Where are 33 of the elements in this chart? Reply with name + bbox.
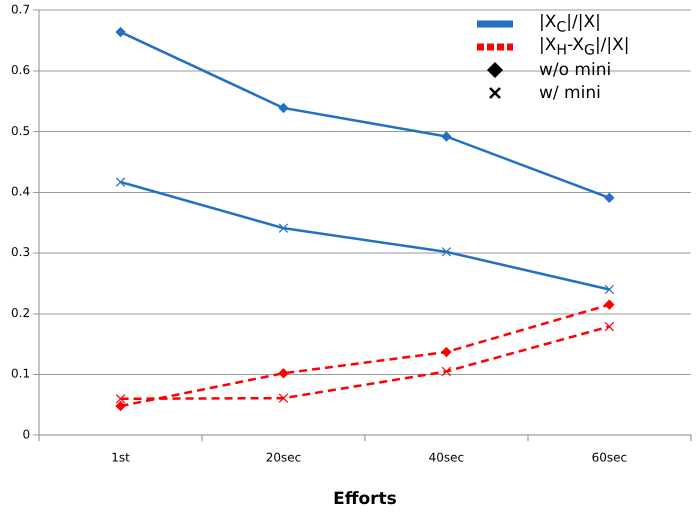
point xyxy=(278,368,288,378)
x-tick-label: 1st xyxy=(111,450,130,465)
y-tick-label: 0 xyxy=(22,427,30,442)
annotation: w/o mini xyxy=(539,60,612,80)
annotation: w/ mini xyxy=(539,82,601,102)
x-axis-title: Efforts xyxy=(333,489,397,510)
x-tick-label: 40sec xyxy=(428,450,464,465)
y-tick-label: 0.4 xyxy=(10,184,30,198)
point xyxy=(278,223,288,234)
x-tick-label: 60sec xyxy=(592,450,628,465)
point xyxy=(278,393,288,404)
point xyxy=(441,347,452,358)
y-tick-label: 0.7 xyxy=(10,2,30,16)
point xyxy=(116,394,126,404)
point xyxy=(116,177,126,187)
point xyxy=(442,366,452,376)
point xyxy=(442,247,452,257)
point xyxy=(604,300,614,310)
y-tick-label: 0.2 xyxy=(10,306,30,320)
x-tick-label: 20sec xyxy=(266,450,302,465)
point xyxy=(441,131,452,142)
point xyxy=(116,27,126,38)
point xyxy=(604,192,614,203)
y-tick-label: 0.1 xyxy=(10,366,30,381)
point xyxy=(116,401,126,412)
y-tick-label: 0.6 xyxy=(10,63,30,78)
annotation: |X$_{H}$-X$_{G}$|/|X| xyxy=(539,34,630,58)
point xyxy=(604,284,614,294)
annotation: |X$_{C}$|/|X| xyxy=(539,12,601,36)
point xyxy=(278,102,288,113)
y-tick-label: 0.3 xyxy=(10,245,30,260)
y-tick-label: 0.5 xyxy=(10,124,30,138)
point xyxy=(604,322,614,332)
